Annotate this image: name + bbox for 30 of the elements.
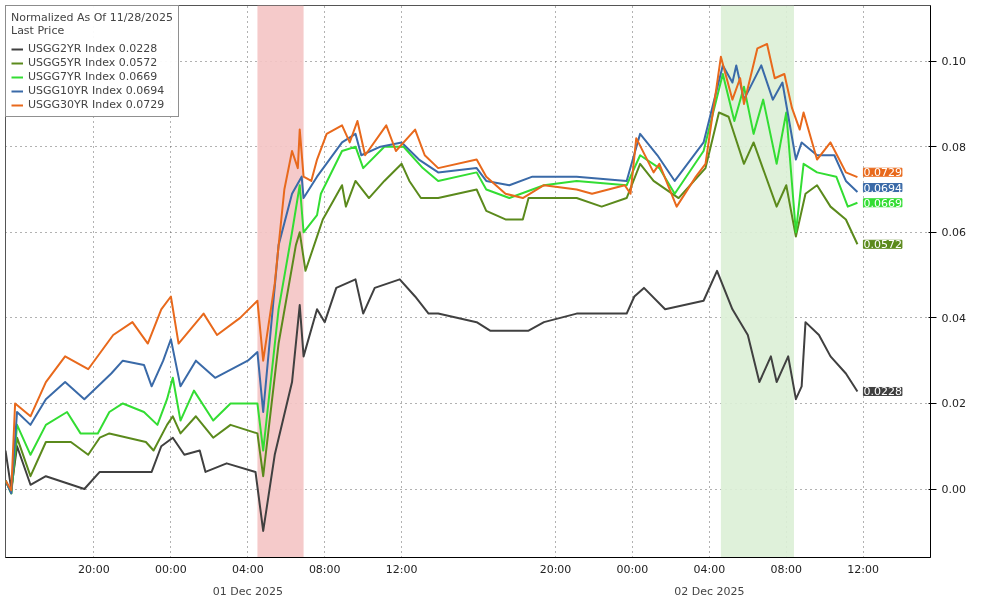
legend-label: USGG5YR Index 0.0572: [28, 56, 158, 69]
x-tick-label: 04:00: [693, 562, 726, 576]
y-tick-label: 0.10: [941, 55, 966, 69]
legend-label: USGG10YR Index 0.0694: [28, 84, 165, 97]
data-label: 0.0729: [863, 166, 902, 180]
x-tick-label: 08:00: [770, 562, 803, 576]
data-label: 0.0228: [863, 385, 902, 399]
y-tick-label: 0.02: [941, 397, 966, 411]
x-tick-label: 00:00: [155, 562, 187, 576]
data-label: 0.0669: [863, 196, 902, 210]
y-tick-label: 0.06: [941, 226, 966, 240]
legend-label: USGG7YR Index 0.0669: [28, 70, 158, 83]
x-tick-label: 20:00: [539, 562, 572, 576]
x-tick-label: 04:00: [231, 562, 264, 576]
x-tick-label: 20:00: [78, 562, 110, 576]
legend-title: Normalized As Of 11/28/2025 Last Price: [11, 11, 174, 37]
y-tick-label: 0.04: [941, 311, 966, 325]
text: 01 Dec 2025: [212, 584, 283, 598]
legend-label: USGG2YR Index 0.0228: [28, 42, 158, 55]
data-label: 0.0572: [863, 238, 902, 252]
text: 02 Dec 2025: [674, 584, 745, 598]
x-tick-label: 00:00: [616, 562, 649, 576]
data-label: 0.0694: [863, 181, 902, 195]
legend-label: USGG30YR Index 0.0729: [28, 98, 165, 111]
x-tick-label: 08:00: [308, 562, 341, 576]
x-tick-label: 12:00: [385, 562, 418, 576]
line-series: [5, 269, 859, 532]
x-tick-label: 12:00: [847, 562, 880, 576]
y-tick-label: 0.00: [941, 483, 966, 497]
y-tick-label: 0.08: [941, 140, 966, 154]
